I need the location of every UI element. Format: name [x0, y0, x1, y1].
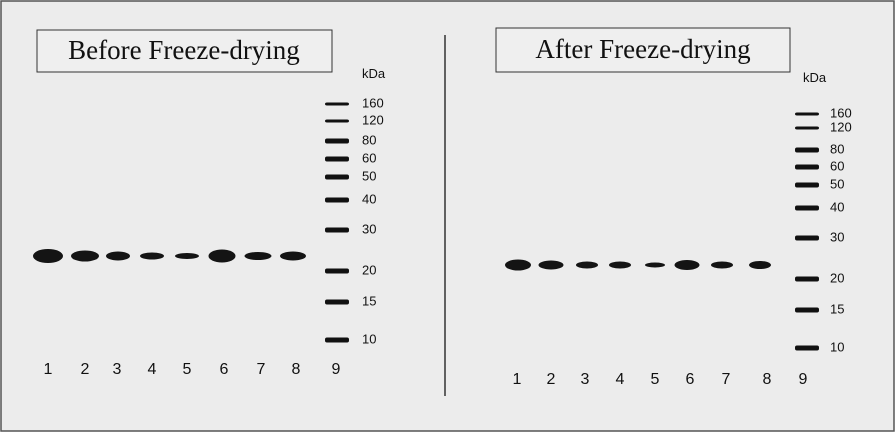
sample-band [280, 252, 306, 261]
marker-label: 60 [362, 150, 376, 165]
marker-label: 15 [830, 301, 844, 316]
lane-number: 7 [722, 371, 731, 388]
marker-label: 80 [830, 141, 844, 156]
marker-label: 10 [830, 339, 844, 354]
ladder-band [325, 139, 349, 144]
ladder-band [795, 308, 819, 313]
sample-band [140, 253, 164, 260]
sample-band [245, 252, 272, 260]
lane-number: 9 [799, 371, 808, 388]
marker-label: 40 [830, 199, 844, 214]
lane-number: 9 [332, 361, 341, 378]
ladder-band [795, 127, 819, 130]
ladder-band [325, 120, 349, 123]
sample-band [645, 263, 665, 268]
ladder-band [325, 175, 349, 180]
sample-band [576, 262, 598, 269]
marker-label: 10 [362, 331, 376, 346]
ladder-band [795, 183, 819, 188]
lane-number: 1 [44, 361, 53, 378]
marker-label: 30 [362, 221, 376, 236]
marker-label: 50 [362, 168, 376, 183]
panel-title: Before Freeze-drying [68, 35, 300, 65]
sample-band [505, 260, 531, 271]
ladder-band [795, 236, 819, 241]
ladder-band [325, 300, 349, 305]
lane-number: 2 [547, 371, 556, 388]
ladder-band [325, 198, 349, 203]
lane-number: 5 [651, 371, 660, 388]
lane-number: 8 [292, 361, 301, 378]
sample-band [675, 260, 700, 270]
ladder-band [325, 157, 349, 162]
page: Before Freeze-dryingkDa16012080605040302… [0, 0, 895, 432]
lane-number: 4 [616, 371, 625, 388]
marker-label: 40 [362, 191, 376, 206]
ladder-band [795, 277, 819, 282]
unit-label: kDa [362, 66, 386, 81]
panel-title: After Freeze-drying [535, 34, 750, 64]
sample-band [749, 261, 771, 269]
lane-number: 5 [183, 361, 192, 378]
lane-number: 6 [220, 361, 229, 378]
ladder-band [795, 165, 819, 170]
marker-label: 50 [830, 176, 844, 191]
lane-number: 4 [148, 361, 157, 378]
ladder-band [795, 346, 819, 351]
unit-label: kDa [803, 70, 827, 85]
sample-band [539, 261, 564, 270]
lane-number: 8 [763, 371, 772, 388]
lane-number: 3 [113, 361, 122, 378]
ladder-band [325, 338, 349, 343]
lane-number: 3 [581, 371, 590, 388]
marker-label: 160 [362, 95, 384, 110]
marker-label: 30 [830, 229, 844, 244]
marker-label: 20 [362, 262, 376, 277]
sample-band [711, 262, 733, 269]
sample-band [33, 249, 63, 263]
sample-band [209, 250, 236, 263]
sample-band [71, 251, 99, 262]
sample-band [609, 262, 631, 269]
ladder-band [795, 148, 819, 153]
marker-label: 120 [362, 112, 384, 127]
marker-label: 120 [830, 119, 852, 134]
sample-band [106, 252, 130, 261]
marker-label: 15 [362, 293, 376, 308]
ladder-band [325, 103, 349, 106]
marker-label: 20 [830, 270, 844, 285]
lane-number: 7 [257, 361, 266, 378]
ladder-band [325, 228, 349, 233]
marker-label: 80 [362, 132, 376, 147]
ladder-band [795, 206, 819, 211]
marker-label: 160 [830, 105, 852, 120]
ladder-band [325, 269, 349, 274]
ladder-band [795, 113, 819, 116]
lane-number: 6 [686, 371, 695, 388]
lane-number: 2 [81, 361, 90, 378]
lane-number: 1 [513, 371, 522, 388]
sample-band [175, 253, 199, 259]
marker-label: 60 [830, 158, 844, 173]
blot-figure: Before Freeze-dryingkDa16012080605040302… [0, 0, 895, 432]
